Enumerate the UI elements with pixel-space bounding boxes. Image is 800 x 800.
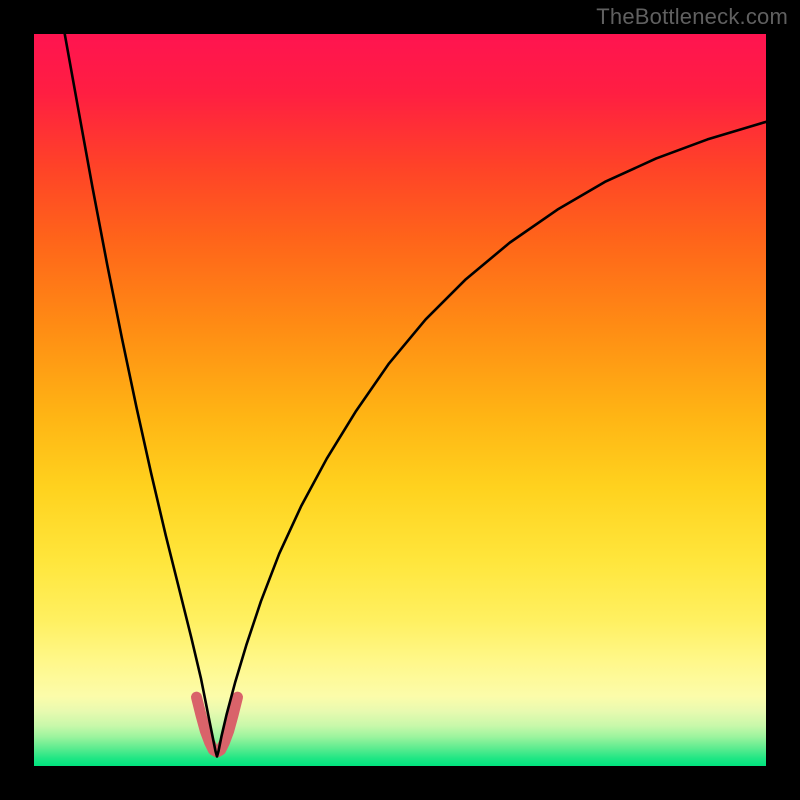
gradient-background: [34, 34, 766, 766]
watermark-text: TheBottleneck.com: [596, 4, 788, 30]
plot-area: [34, 34, 766, 766]
chart-svg: [34, 34, 766, 766]
